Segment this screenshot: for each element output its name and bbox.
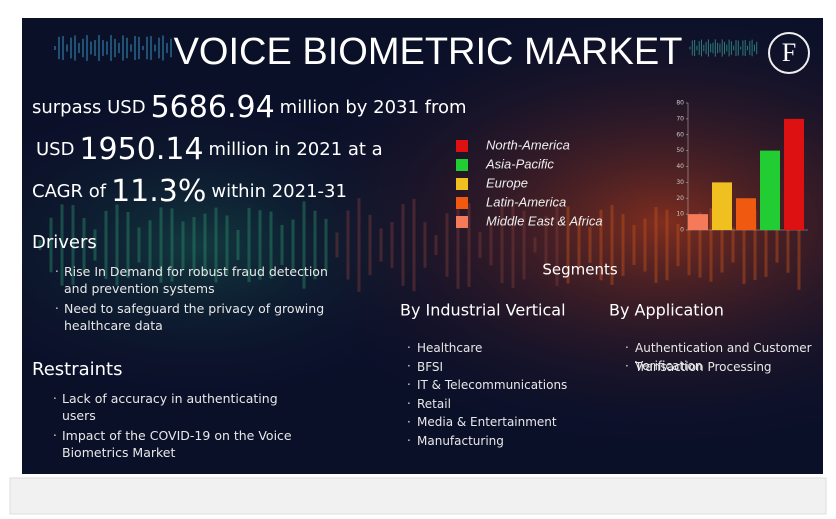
section-title: By Application — [609, 301, 724, 320]
legend-label: Asia-Pacific — [485, 156, 554, 171]
y-tick-label: 0 — [680, 227, 684, 234]
headline-after: within 2021-31 — [211, 181, 347, 202]
headline-after: million in 2021 at a — [209, 139, 383, 160]
bar — [736, 198, 756, 230]
list-item: Retail — [417, 395, 617, 413]
list-item: Need to safeguard the privacy of growing… — [64, 300, 354, 334]
headline-before: USD — [36, 139, 74, 160]
bar — [784, 119, 804, 230]
headline-figure: 1950.14 — [79, 132, 203, 167]
y-tick-label: 40 — [676, 163, 684, 170]
list-item: Impact of the COVID-19 on the Voice Biom… — [62, 427, 312, 461]
bullet: · — [625, 341, 629, 355]
list-item: Media & Entertainment — [417, 413, 617, 431]
item: Transaction Processing — [635, 358, 815, 398]
bullet: · — [55, 265, 59, 279]
item: Need to safeguard the privacy of growing… — [64, 300, 354, 340]
bullet: · — [407, 341, 411, 355]
page: F VOICE BIOMETRIC MARKET surpass USD5686… — [0, 0, 836, 519]
y-tick-label: 30 — [676, 179, 684, 186]
bar — [688, 214, 708, 230]
legend-swatch — [456, 197, 468, 209]
list-item: Healthcare — [417, 339, 617, 357]
bullet: · — [53, 392, 57, 406]
bullet: · — [407, 434, 411, 448]
headline-before: surpass USD — [32, 97, 146, 118]
bullet: · — [625, 359, 629, 373]
title: VOICE BIOMETRIC MARKET — [174, 31, 683, 73]
list-item: BFSI — [417, 358, 617, 376]
y-tick-label: 20 — [676, 195, 684, 202]
list-item: IT & Telecommunications — [417, 376, 617, 394]
bullet: · — [407, 415, 411, 429]
legend-swatch — [456, 178, 468, 190]
headline-figure: 5686.94 — [151, 90, 275, 125]
legend-label: Latin-America — [486, 194, 566, 209]
item: Lack of accuracy in authenticating users — [62, 390, 312, 430]
item: Manufacturing — [417, 432, 617, 472]
bullet: · — [55, 302, 59, 316]
bullet: · — [53, 429, 57, 443]
item: Rise In Demand for robust fraud detectio… — [64, 263, 354, 303]
headline-before: CAGR of — [32, 181, 107, 202]
footer-strip — [10, 478, 826, 514]
y-tick-label: 80 — [676, 100, 684, 107]
list-item: Lack of accuracy in authenticating users — [62, 390, 312, 424]
y-tick-label: 10 — [676, 211, 684, 218]
bar — [760, 151, 780, 230]
list-item: Transaction Processing — [635, 358, 815, 376]
section-title: Drivers — [32, 232, 97, 253]
legend-swatch — [456, 140, 468, 152]
segments-title: Segments — [542, 261, 618, 279]
legend-label: Europe — [486, 175, 528, 190]
y-tick-label: 70 — [676, 115, 684, 122]
headline-figure: 11.3% — [111, 174, 206, 209]
headline-after: million by 2031 from — [280, 97, 467, 118]
legend-swatch — [456, 159, 468, 171]
legend-label: Middle East & Africa — [486, 213, 603, 228]
legend-swatch — [456, 216, 468, 228]
bullet: · — [407, 396, 411, 410]
bullet: · — [407, 378, 411, 392]
bar — [712, 182, 732, 230]
bullet: · — [407, 359, 411, 373]
legend-label: North-America — [486, 137, 570, 152]
infographic: F VOICE BIOMETRIC MARKET surpass USD5686… — [0, 0, 836, 519]
section-title: By Industrial Vertical — [400, 301, 566, 320]
y-tick-label: 50 — [676, 147, 684, 154]
logo: F — [782, 38, 796, 67]
list-item: Manufacturing — [417, 432, 617, 450]
section-title: Restraints — [32, 359, 122, 380]
item: Impact of the COVID-19 on the Voice Biom… — [62, 427, 312, 467]
y-tick-label: 60 — [676, 131, 684, 138]
list-item: Rise In Demand for robust fraud detectio… — [64, 263, 354, 297]
